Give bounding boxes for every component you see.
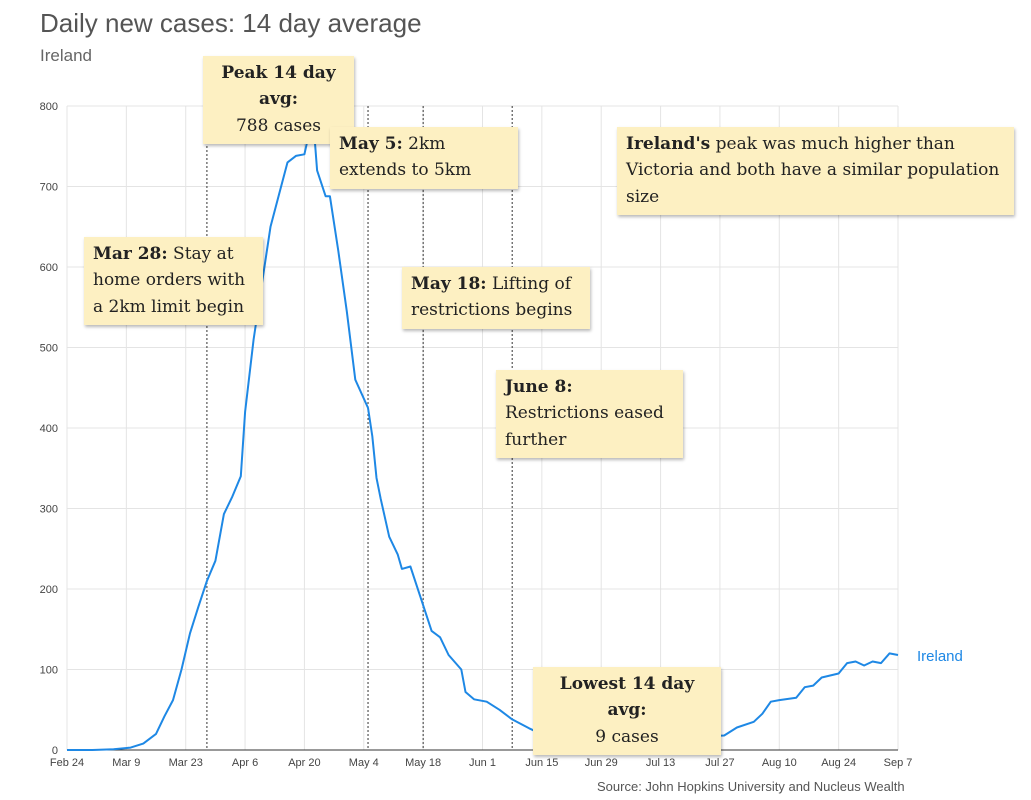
y-tick-label: 500 [40, 343, 58, 355]
y-tick-label: 700 [40, 182, 58, 194]
lowest-annotation: Lowest 14 day avg: 9 cases [533, 667, 721, 756]
ireland-peak-annotation-text: peak was much higher than Victoria and b… [626, 134, 1000, 207]
y-tick-label: 200 [40, 584, 58, 596]
may5-annotation-label: May 5: [339, 134, 403, 154]
y-tick-label: 0 [52, 745, 58, 757]
mar28-annotation-label: Mar 28: [93, 244, 168, 264]
x-tick-label: Feb 24 [50, 757, 84, 769]
june8-annotation-text: Restrictions eased further [505, 403, 664, 450]
x-tick-label: Jul 27 [705, 757, 734, 769]
chart-subtitle: Ireland [40, 46, 92, 65]
may18-annotation: May 18: Lifting of restrictions begins [402, 267, 590, 329]
x-tick-label: Jun 1 [469, 757, 496, 769]
chart-title: Daily new cases: 14 day average [40, 8, 422, 38]
lowest-annotation-label: Lowest 14 day avg: [559, 674, 695, 721]
mar28-annotation-text: Stay at home orders with a 2km limit beg… [93, 244, 246, 317]
x-tick-label: Jul 13 [646, 757, 675, 769]
x-tick-label: Apr 6 [232, 757, 258, 769]
x-tick-label: May 18 [405, 757, 441, 769]
x-tick-label: Mar 9 [112, 757, 140, 769]
x-tick-label: Sep 7 [884, 757, 913, 769]
y-tick-label: 400 [40, 423, 58, 435]
y-tick-label: 800 [40, 101, 58, 113]
ireland-peak-annotation-label: Ireland's [626, 134, 711, 154]
may5-annotation: May 5: 2km extends to 5km [330, 127, 518, 189]
peak-annotation: Peak 14 day avg: 788 cases [203, 56, 354, 145]
y-tick-label: 300 [40, 504, 58, 516]
x-tick-label: Mar 23 [169, 757, 203, 769]
y-tick-label: 100 [40, 665, 58, 677]
y-tick-label: 600 [40, 262, 58, 274]
june8-annotation-label: June 8: [505, 377, 573, 397]
peak-annotation-text: 788 cases [235, 115, 322, 136]
x-tick-label: Apr 20 [288, 757, 320, 769]
series-label-ireland: Ireland [917, 648, 963, 665]
june8-annotation: June 8: Restrictions eased further [496, 370, 683, 459]
may5-annotation-text: 2km extends to 5km [339, 134, 472, 181]
series-layer: Ireland [67, 114, 963, 751]
source-note: Source: John Hopkins University and Nucl… [597, 779, 905, 794]
series-line-ireland [67, 114, 899, 751]
x-tick-label: May 4 [349, 757, 379, 769]
x-tick-label: Aug 24 [821, 757, 856, 769]
may18-annotation-text: Lifting of restrictions begins [411, 274, 573, 321]
x-tick-label: Aug 10 [762, 757, 797, 769]
ireland-peak-annotation: Ireland's peak was much higher than Vict… [617, 127, 1014, 216]
mar28-annotation: Mar 28: Stay at home orders with a 2km l… [84, 237, 263, 326]
may18-annotation-label: May 18: [411, 274, 487, 294]
lowest-annotation-text: 9 cases [595, 726, 659, 747]
x-tick-label: Jun 15 [525, 757, 558, 769]
axes: 0 100 200 300 400 500 600 700 800 Feb 24 Mar 9 Mar … [40, 101, 913, 769]
x-tick-label: Jun 29 [585, 757, 618, 769]
peak-annotation-label: Peak 14 day avg: [221, 63, 336, 110]
